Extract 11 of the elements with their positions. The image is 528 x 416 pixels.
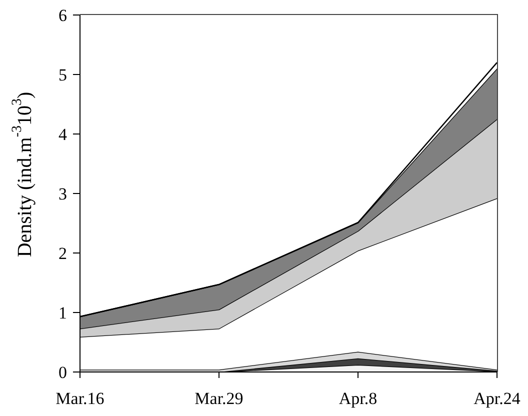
y-tick-label: 2 [58, 244, 67, 264]
x-tick-label: Apr.24 [474, 389, 521, 408]
y-tick-label: 3 [58, 184, 67, 204]
y-tick-label: 6 [58, 6, 67, 26]
x-tick-label: Apr.8 [338, 389, 378, 408]
x-tick-label: Mar.16 [56, 389, 104, 408]
y-tick-label: 5 [58, 66, 67, 85]
y-tick-label: 1 [58, 304, 67, 323]
y-tick-label: 4 [58, 125, 68, 144]
x-tick-label: Mar.29 [194, 389, 244, 408]
y-tick-label: 0 [58, 363, 67, 382]
